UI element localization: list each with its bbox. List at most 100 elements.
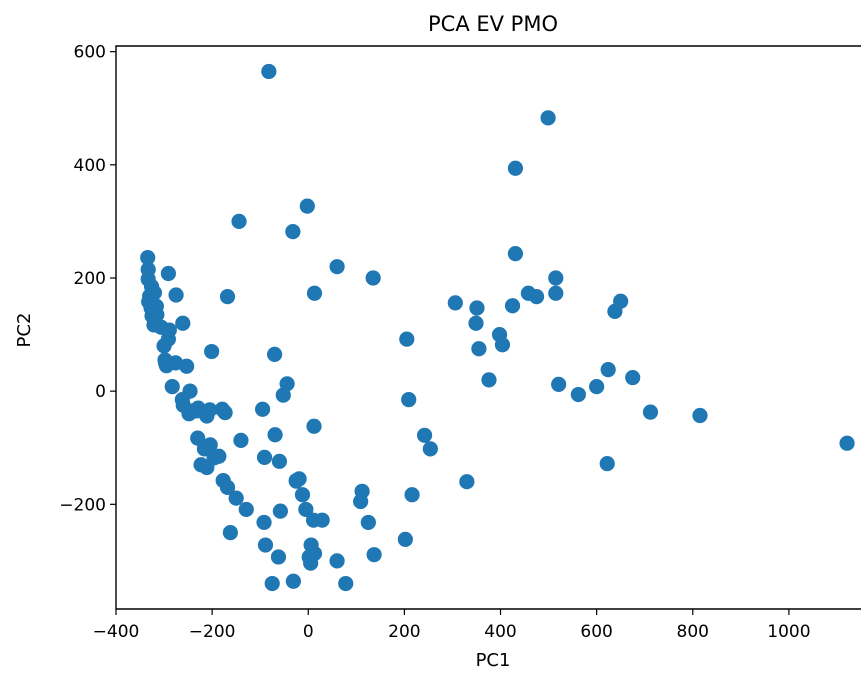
data-point [231,213,247,230]
data-point [642,404,659,420]
data-point [285,573,301,589]
data-point [839,435,855,451]
data-point [146,317,162,333]
plot-area [115,45,861,610]
data-point [551,376,567,392]
data-point [143,295,160,312]
data-point [404,487,420,503]
data-point [469,300,485,316]
data-point [202,437,218,453]
data-point [401,392,417,408]
data-point [193,457,209,473]
data-point [360,514,376,531]
data-point [267,346,283,362]
data-point [204,343,220,360]
x-tick-label: 400 [484,622,516,642]
data-point [548,285,564,301]
data-point [261,63,277,80]
data-point [168,287,184,303]
data-point [156,338,172,354]
data-point [211,448,227,464]
data-point [528,289,545,305]
y-axis-ticks: −200 0 200 400 600 [59,43,116,515]
data-point [306,545,323,562]
data-point [366,547,382,563]
data-point [570,386,586,403]
data-point [507,160,524,176]
data-point [306,418,322,434]
data-point [306,285,323,301]
y-tick-label: 600 [74,43,106,63]
data-point [175,315,191,331]
data-point [365,270,381,286]
data-point [481,372,497,388]
data-point [399,331,415,347]
data-point [298,501,314,518]
x-axis-label: PC1 [476,650,511,671]
data-point [285,223,301,240]
data-point [422,441,438,457]
data-point [179,358,195,374]
chart-title: PCA EV PMO [428,12,558,36]
data-point [267,427,283,443]
data-point [625,369,641,386]
data-point [270,549,287,565]
y-axis-label: PC2 [14,313,35,348]
data-point [353,493,369,510]
data-point [468,315,484,331]
data-point [600,362,616,378]
data-points [140,63,855,592]
data-point [275,387,291,403]
data-point [314,512,330,528]
x-tick-label: −200 [189,622,236,642]
data-point [589,379,605,395]
data-point [494,337,511,353]
data-point [254,401,271,417]
x-tick-label: 800 [677,622,709,642]
data-point [471,341,487,357]
data-point [397,531,413,548]
data-point [329,553,345,569]
data-point [256,449,273,465]
x-tick-label: −400 [93,622,140,642]
data-point [257,537,274,553]
y-tick-label: 400 [74,156,106,176]
data-point [238,501,254,518]
data-point [219,289,236,305]
data-point [199,408,215,424]
data-point [219,479,236,495]
data-point [329,259,345,275]
data-point [692,407,708,424]
data-point [459,474,475,490]
x-tick-label: 0 [303,622,314,642]
plot-frame [115,45,861,610]
data-point [228,490,244,506]
data-point [264,575,280,592]
data-point [288,472,304,489]
y-tick-label: −200 [59,495,106,515]
data-point [233,432,249,448]
data-point [256,514,272,531]
data-point [599,455,615,472]
y-tick-label: 200 [74,269,106,289]
data-point [271,453,288,469]
data-point [157,355,174,371]
data-point [507,246,524,262]
x-tick-label: 600 [580,622,612,642]
data-point [222,525,238,541]
data-point [447,295,463,311]
x-tick-label: 1000 [767,622,810,642]
data-point [164,379,180,395]
data-point [416,427,433,443]
y-tick-label: 0 [95,382,106,402]
data-point [140,250,156,266]
data-point [504,298,521,314]
data-point [338,575,354,592]
x-axis-ticks: −400 −200 0 200 400 600 800 1000 [93,609,811,642]
data-point [540,110,556,126]
data-point [272,503,288,519]
data-point [294,487,311,503]
data-point [299,198,315,214]
data-point [217,405,233,421]
